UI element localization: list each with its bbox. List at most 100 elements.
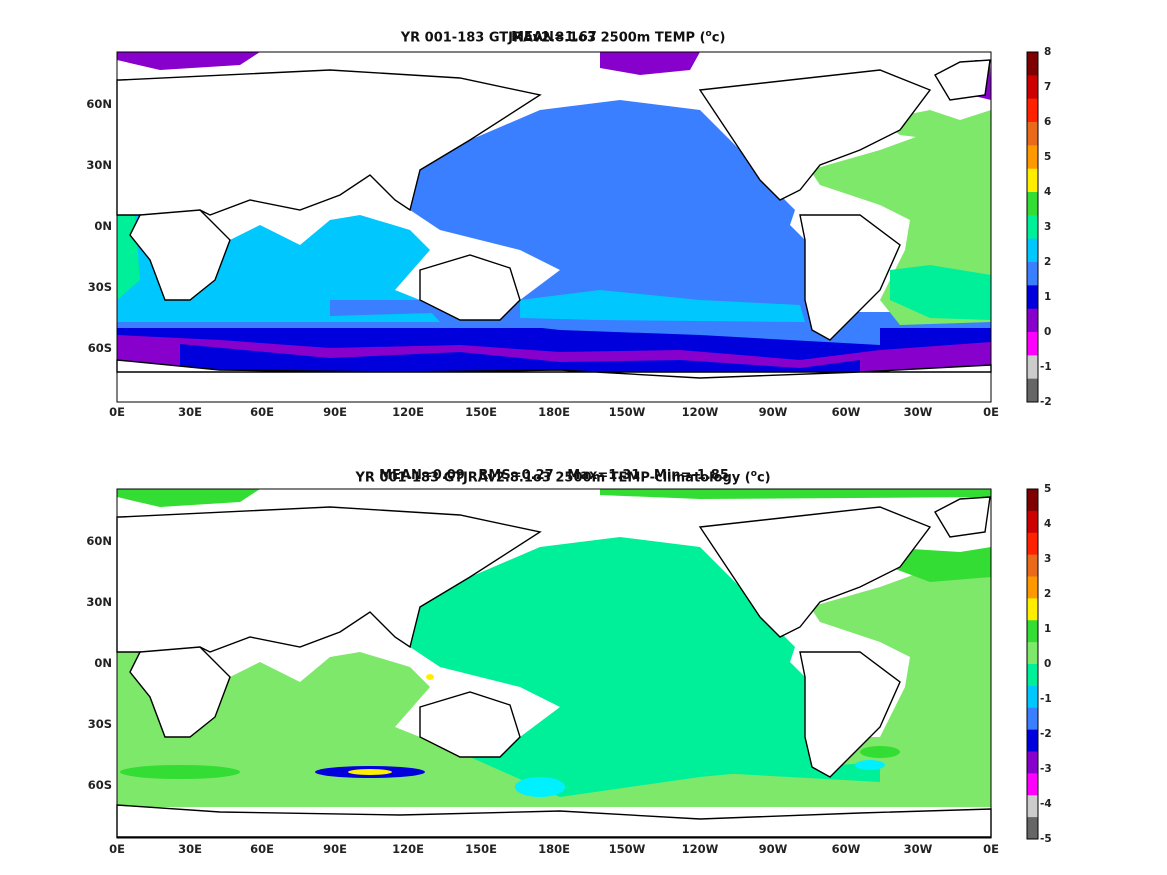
colorbar-label: 6 bbox=[1044, 116, 1051, 128]
x-axis: 0E 30E 60E 90E 120E 150E 180E 150W 120W … bbox=[109, 405, 999, 419]
arctic-basin bbox=[600, 52, 700, 75]
colorbar-label: 2 bbox=[1044, 256, 1051, 268]
title-text: YR 001-183 GTJRAv2.8.1o3 2500m TEMP-clim… bbox=[355, 470, 751, 486]
map-top: 0E 30E 60E 90E 120E 150E 180E 150W 120W … bbox=[86, 46, 1052, 419]
x-tick: 180E bbox=[538, 842, 570, 856]
north-america bbox=[698, 506, 932, 638]
colorbar-swatch bbox=[1027, 817, 1038, 840]
colorbar-label: -5 bbox=[1040, 833, 1052, 845]
y-tick: 60S bbox=[88, 778, 112, 792]
south-america bbox=[799, 651, 901, 778]
colorbar: 8 7 6 5 4 3 2 1 0 -1 -2 bbox=[1026, 46, 1052, 408]
colorbar-label: -3 bbox=[1040, 763, 1052, 775]
panel-stats: MEAN=0.09 RMS=0.27 Max=1.31 Min=-1.85 bbox=[379, 468, 729, 483]
x-tick: 90E bbox=[323, 405, 347, 419]
x-tick: 60E bbox=[250, 405, 274, 419]
x-tick: 180E bbox=[538, 405, 570, 419]
africa bbox=[129, 646, 231, 738]
panel-title: YR 001-183 GTJRAv2.8.1o3 2500m TEMP-clim… bbox=[117, 450, 991, 502]
colorbar-swatch bbox=[1027, 795, 1038, 818]
x-tick: 150W bbox=[609, 405, 646, 419]
south-america bbox=[799, 214, 901, 341]
x-tick: 120E bbox=[392, 405, 424, 419]
x-tick: 30E bbox=[178, 842, 202, 856]
colorbar-label: 7 bbox=[1044, 81, 1051, 93]
colorbar-label: 3 bbox=[1044, 553, 1051, 565]
colorbar-label: 2 bbox=[1044, 588, 1051, 600]
colorbar-label: 0 bbox=[1044, 658, 1051, 670]
colorbar-swatch bbox=[1027, 773, 1038, 796]
y-tick: 60S bbox=[88, 341, 112, 355]
colorbar-swatch bbox=[1027, 642, 1038, 665]
colorbar-swatch bbox=[1027, 285, 1038, 310]
colorbar-swatch bbox=[1027, 192, 1038, 216]
africa bbox=[129, 209, 231, 301]
atlantic-ocean bbox=[810, 567, 991, 782]
y-tick: 60N bbox=[86, 534, 112, 548]
x-tick: 30E bbox=[178, 405, 202, 419]
x-tick: 0E bbox=[983, 405, 999, 419]
colorbar-swatch bbox=[1027, 52, 1038, 76]
colorbar-label: -1 bbox=[1040, 361, 1052, 373]
colorbar-swatch bbox=[1027, 355, 1038, 380]
colorbar-swatch bbox=[1027, 664, 1038, 687]
x-tick: 60E bbox=[250, 842, 274, 856]
colorbar-swatch bbox=[1027, 168, 1038, 193]
colorbar-label: -2 bbox=[1040, 396, 1052, 408]
colorbar-swatch bbox=[1027, 510, 1038, 534]
greenland bbox=[934, 496, 991, 538]
y-tick: 30S bbox=[88, 280, 112, 294]
map-frame bbox=[116, 488, 992, 839]
x-tick: 90E bbox=[323, 842, 347, 856]
y-tick: 30N bbox=[86, 595, 112, 609]
colorbar-swatch bbox=[1027, 98, 1038, 123]
x-tick: 60W bbox=[832, 405, 861, 419]
colorbar-swatches bbox=[1027, 489, 1038, 840]
australia bbox=[419, 254, 521, 321]
x-tick: 120W bbox=[682, 842, 719, 856]
colorbar-swatch bbox=[1027, 378, 1038, 403]
colorbar-swatch bbox=[1027, 262, 1038, 286]
y-tick: 30S bbox=[88, 717, 112, 731]
colorbar-swatch bbox=[1027, 145, 1038, 170]
x-tick: 90W bbox=[759, 842, 788, 856]
pacific-ocean bbox=[410, 537, 880, 782]
x-tick: 150E bbox=[465, 405, 497, 419]
colorbar-swatch bbox=[1027, 215, 1038, 240]
title-tail: c) bbox=[711, 30, 726, 46]
x-tick: 0E bbox=[983, 842, 999, 856]
colorbar-swatch bbox=[1027, 685, 1038, 709]
x-tick: 120W bbox=[682, 405, 719, 419]
y-tick: 60N bbox=[86, 97, 112, 111]
colorbar-swatch bbox=[1027, 238, 1038, 263]
colorbar-swatch bbox=[1027, 489, 1038, 512]
panel-temperature-anomaly: YR 001-183 GTJRAv2.8.1o3 2500m TEMP-clim… bbox=[0, 437, 1167, 875]
y-axis: 60N 30N 0N 30S 60S bbox=[86, 534, 112, 792]
y-axis: 60N 30N 0N 30S 60S bbox=[86, 97, 112, 355]
colorbar-label: -4 bbox=[1040, 798, 1052, 810]
colorbar-label: 5 bbox=[1044, 483, 1051, 495]
colorbar-label: 1 bbox=[1044, 623, 1051, 635]
colorbar-label: -1 bbox=[1040, 693, 1052, 705]
x-tick: 0E bbox=[109, 842, 125, 856]
north-america bbox=[698, 69, 932, 201]
map-bottom: 0E 30E 60E 90E 120E 150E 180E 150W 120W … bbox=[86, 483, 1052, 856]
colorbar-swatch bbox=[1027, 308, 1038, 333]
colorbar-swatch bbox=[1027, 729, 1038, 752]
y-tick: 0N bbox=[94, 656, 112, 670]
x-tick: 30W bbox=[904, 405, 933, 419]
colorbar-swatch bbox=[1027, 122, 1038, 146]
colorbar-swatch bbox=[1027, 620, 1038, 643]
pacific-ocean bbox=[410, 100, 880, 345]
colorbar-label: 4 bbox=[1044, 518, 1051, 530]
panel-title: YR 001-183 GTJRAv2.8.1o3 2500m TEMP (oc) bbox=[117, 10, 991, 62]
australia bbox=[419, 691, 521, 758]
colorbar-label: 3 bbox=[1044, 221, 1051, 233]
y-tick: 30N bbox=[86, 158, 112, 172]
panel-stats: MEAN=1.67 bbox=[511, 30, 597, 45]
title-unit-sup: o bbox=[750, 469, 757, 479]
title-tail: c) bbox=[756, 470, 771, 486]
y-tick: 0N bbox=[94, 219, 112, 233]
map-frame bbox=[116, 51, 992, 403]
antarctic-shelf bbox=[180, 344, 860, 372]
